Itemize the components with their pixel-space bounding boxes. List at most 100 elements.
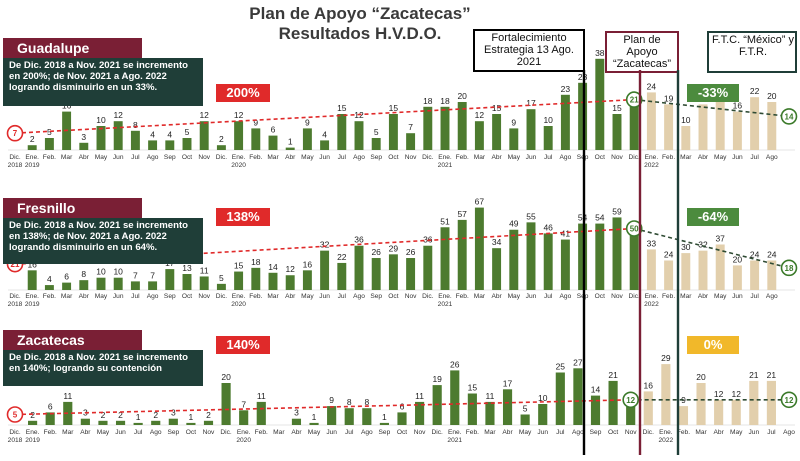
bar (234, 121, 244, 150)
bar-value-label: 22 (337, 252, 347, 262)
year-tick-label: 2018 (8, 162, 23, 169)
month-tick-label: Nov (405, 293, 417, 300)
month-tick-label: Nov (611, 293, 623, 300)
bar (203, 420, 214, 425)
header-box-ftc (707, 31, 797, 73)
month-tick-label: Jul (338, 154, 347, 161)
month-tick-label: Feb. (44, 429, 57, 436)
bar (379, 422, 389, 425)
bar (732, 111, 742, 150)
bar (256, 401, 266, 425)
month-tick-label: Feb. (43, 293, 56, 300)
bar (406, 133, 416, 150)
month-tick-label: May (95, 293, 108, 300)
bar (388, 114, 398, 150)
bar-value-label: 1 (288, 137, 293, 147)
decrease-badge-guadalupe: -33% (687, 84, 739, 102)
bar (492, 114, 502, 150)
month-tick-label: Ago (353, 293, 365, 300)
bar (130, 130, 140, 150)
month-tick-label: Ago (766, 293, 778, 300)
bar (234, 271, 244, 290)
bar (538, 404, 548, 425)
bar (44, 285, 54, 290)
bar (133, 422, 143, 425)
bar (327, 406, 337, 425)
end-marker (780, 108, 798, 125)
month-tick-label: Feb. (255, 429, 268, 436)
month-tick-label: Ene. (232, 293, 246, 300)
bar-value-label: 12 (475, 110, 485, 120)
bar (62, 282, 72, 290)
bar-value-label: 1 (382, 412, 387, 422)
bar (526, 109, 536, 150)
month-tick-label: Nov (625, 429, 637, 436)
month-tick-label: Jun (526, 154, 537, 161)
month-tick-label: Nov (414, 429, 426, 436)
bar (148, 281, 158, 290)
start-marker (6, 406, 24, 423)
bar-value-label: 24 (750, 249, 760, 259)
month-tick-label: Oct (397, 429, 407, 436)
bar (302, 128, 312, 150)
bar (354, 245, 364, 290)
month-tick-label: Nov (198, 293, 210, 300)
bar (731, 399, 741, 425)
bar (502, 389, 513, 425)
bar (96, 277, 106, 290)
bar-value-label: 25 (556, 362, 566, 372)
month-tick-label: Oct (388, 154, 398, 161)
bar-value-label: 9 (305, 117, 310, 127)
bar-value-label: 29 (389, 243, 399, 253)
trend-line-increase (14, 227, 635, 265)
chart-fresnillo: Dic. 16 Ene. 4 Feb. 6 Mar 8 Abr 10 May 10 Jun 7 Jul 7 Ag… (6, 197, 798, 308)
month-tick-label: Ene. (645, 293, 659, 300)
month-tick-label: May (97, 429, 110, 436)
bar (168, 418, 178, 425)
bar (397, 412, 407, 425)
bar (96, 126, 106, 150)
bar-value-label: 22 (750, 86, 760, 96)
bar-value-label: 20 (696, 372, 706, 382)
bar (216, 145, 226, 150)
bar (509, 229, 519, 290)
bar-value-label: 21 (608, 370, 618, 380)
bar-value-label: 26 (450, 359, 460, 369)
month-tick-label: Jun (326, 429, 337, 436)
month-tick-label: Feb. (662, 154, 675, 161)
bar-value-label: 4 (47, 274, 52, 284)
month-tick-label: Ene. (25, 293, 39, 300)
bar (98, 420, 108, 425)
bar (612, 217, 622, 290)
bar-value-label: 12 (731, 389, 741, 399)
bar (27, 145, 37, 150)
month-tick-label: Jun (748, 429, 759, 436)
bar-value-label: 41 (561, 229, 571, 239)
bar (698, 250, 708, 290)
end-marker-label: 12 (785, 396, 794, 405)
month-tick-label: Abr (491, 154, 502, 161)
bar (337, 114, 347, 150)
bar (268, 135, 278, 150)
bar (309, 422, 319, 425)
bar (186, 422, 196, 425)
bar (251, 128, 261, 150)
month-tick-label: Ago (560, 293, 572, 300)
month-tick-label: Feb. (456, 154, 469, 161)
bar-value-label: 3 (171, 408, 176, 418)
end-marker (780, 259, 798, 277)
bar (80, 418, 90, 425)
month-tick-label: Oct (182, 154, 192, 161)
month-tick-label: Dic. (629, 154, 641, 161)
chart-zacatecas: Dic.2Ene.6Feb.11Mar3Abr2May2Jun1Jul2Ago3… (6, 353, 798, 444)
bar (415, 401, 425, 425)
month-tick-label: Dic. (629, 293, 641, 300)
month-tick-label: Jun (113, 154, 124, 161)
month-tick-label: May (508, 293, 521, 300)
bar-value-label: 9 (329, 395, 334, 405)
bar-value-label: 23 (561, 84, 571, 94)
month-tick-label: Ago (560, 154, 572, 161)
bar (590, 395, 601, 425)
bar-value-label: 24 (767, 249, 777, 259)
bar (406, 258, 416, 290)
